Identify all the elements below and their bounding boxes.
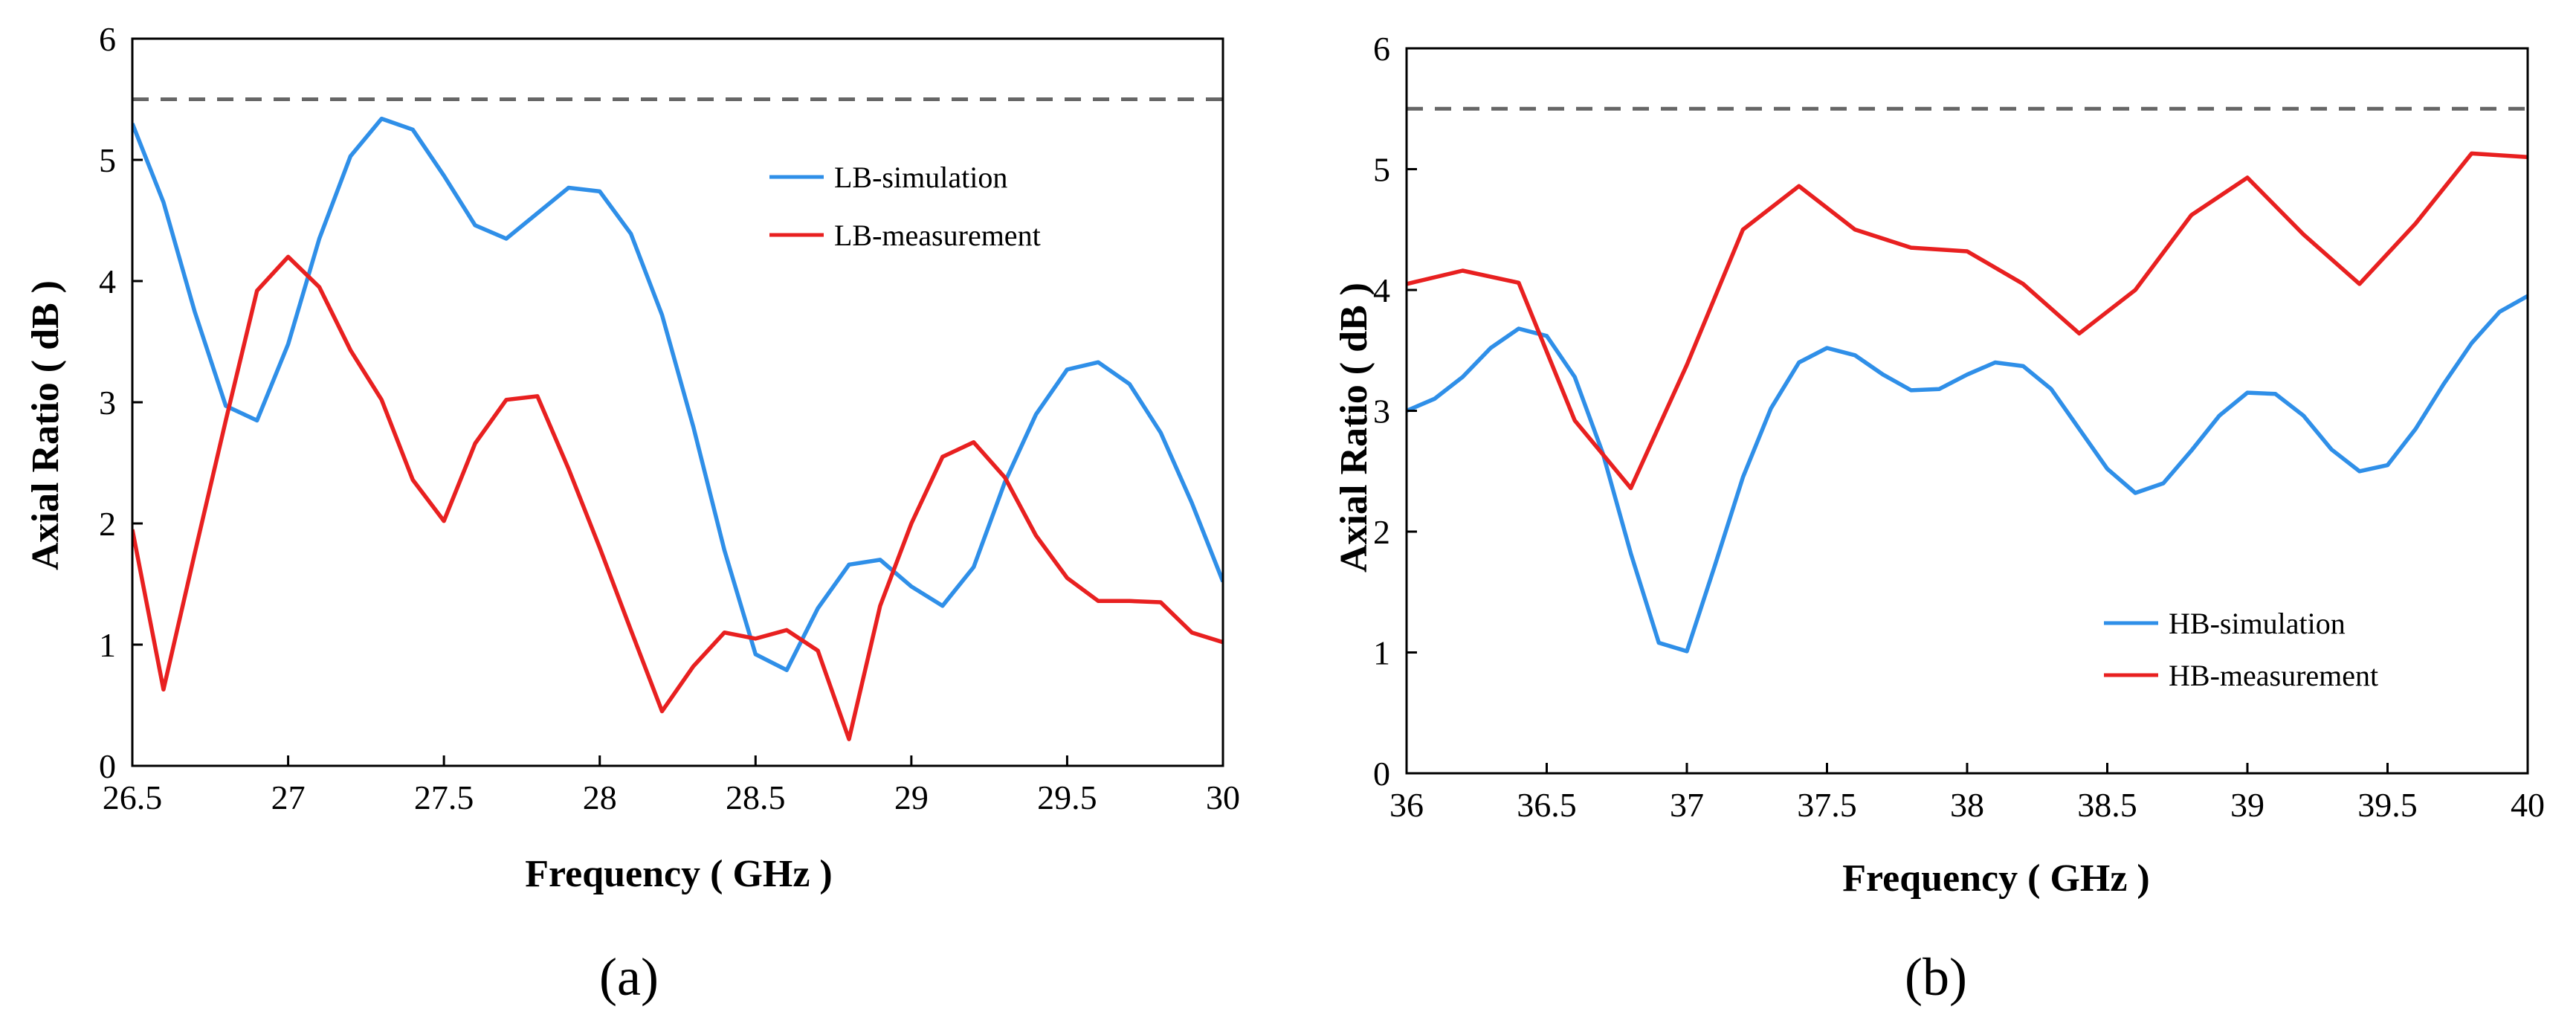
tick-labels-a: 26.5 27 27.5 28 28.5 29 29.5 30 0 1 2 3 4 5 6	[99, 20, 1240, 816]
x-tick-label: 36	[1389, 786, 1424, 824]
chart-panel-b: 36 36.5 37 37.5 38 38.5 39 39.5 40 0 1 2 3 4 5 6 Freque…	[1333, 30, 2545, 1007]
x-tick-label: 30	[1206, 778, 1240, 816]
x-axis-label-b: Frequency ( GHz )	[1842, 857, 2150, 900]
y-axis-label-a: Axial Ratio ( dB )	[25, 280, 67, 570]
x-tick-label: 39.5	[2357, 786, 2418, 824]
panel-label-b: (b)	[1905, 947, 1967, 1007]
y-tick-label: 2	[1373, 513, 1390, 551]
x-tick-label: 37.5	[1797, 786, 1857, 824]
x-tick-label: 39	[2230, 786, 2265, 824]
plot-lines-a	[132, 97, 1223, 741]
panel-label-a: (a)	[599, 947, 659, 1007]
x-tick-label: 27.5	[414, 778, 474, 816]
y-tick-label: 3	[1373, 393, 1390, 431]
x-tick-label: 26.5	[103, 778, 163, 816]
y-tick-label: 1	[99, 626, 116, 664]
plot-lines-b	[1407, 106, 2528, 654]
y-tick-label: 1	[1373, 634, 1390, 672]
legend-a: LB-simulation LB-measurement	[769, 161, 1041, 252]
x-tick-label: 37	[1670, 786, 1704, 824]
plot-border	[131, 37, 1224, 767]
tick-marks-a	[131, 37, 1224, 767]
x-tick-label: 38	[1950, 786, 1984, 824]
legend-label-hb-measurement: HB-measurement	[2169, 659, 2378, 692]
x-tick-label: 28	[583, 778, 617, 816]
x-tick-label: 40	[2511, 786, 2545, 824]
y-tick-label: 4	[99, 262, 116, 300]
legend-b: HB-simulation HB-measurement	[2104, 607, 2378, 692]
y-tick-label: 4	[1373, 271, 1390, 309]
x-tick-label: 29.5	[1037, 778, 1097, 816]
y-tick-label: 3	[99, 384, 116, 422]
y-tick-label: 5	[99, 141, 116, 179]
legend-label-lb-measurement: LB-measurement	[834, 219, 1041, 252]
legend-label-lb-simulation: LB-simulation	[834, 161, 1007, 194]
x-tick-label: 38.5	[2077, 786, 2137, 824]
x-tick-label: 29	[894, 778, 929, 816]
plot-frame-a	[131, 37, 1224, 767]
x-axis-label-a: Frequency ( GHz )	[525, 853, 833, 895]
y-tick-label: 0	[1373, 755, 1390, 793]
series-line-lb-simulation	[132, 116, 1223, 672]
series-line-hb-measurement	[1407, 151, 2528, 491]
y-tick-label: 6	[99, 20, 116, 58]
series-line-hb-simulation	[1407, 294, 2528, 654]
y-tick-label: 2	[99, 505, 116, 543]
y-tick-label: 5	[1373, 151, 1390, 189]
tick-labels-b: 36 36.5 37 37.5 38 38.5 39 39.5 40 0 1 2 3 4 5 6	[1373, 30, 2545, 824]
x-tick-label: 27	[271, 778, 306, 816]
y-tick-label: 6	[1373, 30, 1390, 68]
chart-panel-a: 26.5 27 27.5 28 28.5 29 29.5 30 0 1 2 3 4 5 6 Frequenc…	[25, 20, 1240, 1007]
y-tick-label: 0	[99, 747, 116, 785]
x-tick-label: 28.5	[726, 778, 786, 816]
tick-marks-b	[1405, 47, 2529, 775]
y-axis-label-b: Axial Ratio ( dB )	[1333, 283, 1375, 573]
legend-label-hb-simulation: HB-simulation	[2169, 607, 2346, 640]
x-tick-label: 36.5	[1517, 786, 1577, 824]
series-line-lb-measurement	[132, 254, 1223, 741]
